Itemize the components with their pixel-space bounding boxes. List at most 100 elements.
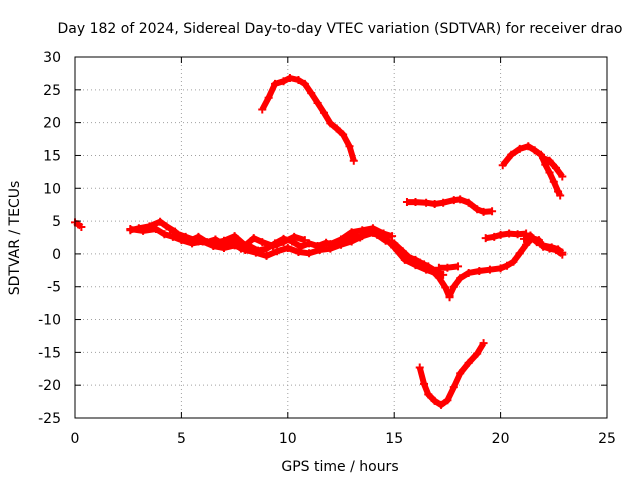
- data-point: [181, 232, 190, 241]
- data-point: [77, 222, 86, 231]
- data-point: [456, 369, 465, 378]
- data-point: [479, 339, 488, 348]
- data-point: [139, 226, 148, 235]
- series-track-10: [520, 231, 567, 257]
- series-layer: [71, 74, 567, 409]
- data-point: [419, 260, 428, 269]
- series-track-4: [168, 228, 309, 251]
- data-point: [322, 238, 331, 247]
- data-point: [230, 241, 239, 250]
- data-point: [305, 239, 314, 248]
- data-point: [326, 119, 335, 128]
- data-point: [532, 238, 541, 247]
- data-point: [428, 266, 437, 275]
- y-axis-label: SDTVAR / TECUs: [7, 181, 23, 296]
- data-point: [283, 244, 292, 253]
- data-point: [424, 390, 433, 399]
- data-point: [430, 200, 439, 209]
- data-point: [488, 207, 497, 216]
- data-point: [332, 124, 341, 133]
- plot-frame: [74, 56, 608, 419]
- data-point: [300, 79, 309, 88]
- data-point: [485, 265, 494, 274]
- data-point: [445, 291, 454, 300]
- y-tick-label: -15: [38, 345, 61, 361]
- data-point: [530, 146, 539, 155]
- data-point: [251, 248, 260, 257]
- data-point: [294, 75, 303, 84]
- data-point: [422, 198, 431, 207]
- data-point: [241, 241, 250, 250]
- data-point: [522, 240, 531, 249]
- y-tick-label: 15: [43, 148, 61, 164]
- y-tick-label: -10: [38, 313, 61, 329]
- data-point: [524, 142, 533, 151]
- y-tick-label: 30: [43, 50, 61, 66]
- data-point: [439, 198, 448, 207]
- data-point: [554, 245, 563, 254]
- data-point: [273, 247, 282, 256]
- data-point: [305, 249, 314, 258]
- data-point: [279, 77, 288, 86]
- data-point: [279, 238, 288, 247]
- series-track-15: [415, 339, 488, 409]
- data-point: [347, 237, 356, 246]
- data-point: [402, 198, 411, 207]
- data-point: [268, 242, 277, 251]
- data-point: [434, 263, 443, 272]
- data-point: [388, 232, 397, 241]
- data-point: [313, 98, 322, 107]
- data-point: [194, 237, 203, 246]
- data-point: [545, 168, 554, 177]
- x-tick-label: 25: [598, 431, 616, 447]
- data-point: [475, 266, 484, 275]
- data-point: [207, 239, 216, 248]
- data-point: [264, 93, 273, 102]
- data-point: [556, 191, 565, 200]
- data-point: [505, 229, 514, 238]
- y-tick-label: 20: [43, 116, 61, 132]
- data-point: [490, 232, 499, 241]
- data-point: [515, 249, 524, 258]
- data-point: [219, 236, 228, 245]
- data-point: [443, 263, 452, 272]
- data-point: [249, 234, 258, 243]
- data-point: [456, 195, 465, 204]
- data-point: [290, 232, 299, 241]
- data-point: [219, 244, 228, 253]
- data-point: [337, 235, 345, 244]
- y-tick-label: -5: [47, 280, 61, 296]
- y-tick-label: -25: [38, 411, 61, 427]
- data-point: [509, 257, 518, 266]
- data-point: [551, 163, 560, 172]
- x-tick-label: 0: [71, 431, 80, 447]
- data-point: [390, 243, 399, 252]
- data-point: [402, 252, 411, 261]
- data-point: [345, 142, 354, 151]
- data-point: [479, 207, 488, 216]
- data-point: [558, 248, 567, 257]
- data-point: [315, 245, 324, 254]
- data-point: [549, 177, 558, 186]
- data-point: [347, 228, 356, 237]
- data-point: [262, 251, 271, 260]
- chart-title: Day 182 of 2024, Sidereal Day-to-day VTE…: [57, 21, 622, 37]
- data-point: [456, 274, 465, 283]
- data-point: [434, 273, 443, 282]
- data-point: [545, 156, 554, 165]
- data-point: [496, 264, 505, 273]
- data-point: [230, 232, 239, 241]
- data-point: [449, 282, 458, 291]
- x-tick-label: 20: [492, 431, 510, 447]
- y-tick-label: 0: [52, 247, 61, 263]
- data-point: [473, 205, 482, 214]
- data-point: [411, 255, 420, 264]
- data-point: [126, 224, 135, 233]
- series-track-13: [498, 142, 565, 200]
- data-point: [319, 108, 328, 117]
- data-point: [454, 262, 463, 271]
- data-point: [443, 396, 452, 405]
- data-point: [547, 243, 556, 252]
- y-axis-ticks: -25 -20 -15 -10 -5 0 5 10 15 20 25 30: [38, 50, 607, 427]
- data-point: [464, 358, 473, 367]
